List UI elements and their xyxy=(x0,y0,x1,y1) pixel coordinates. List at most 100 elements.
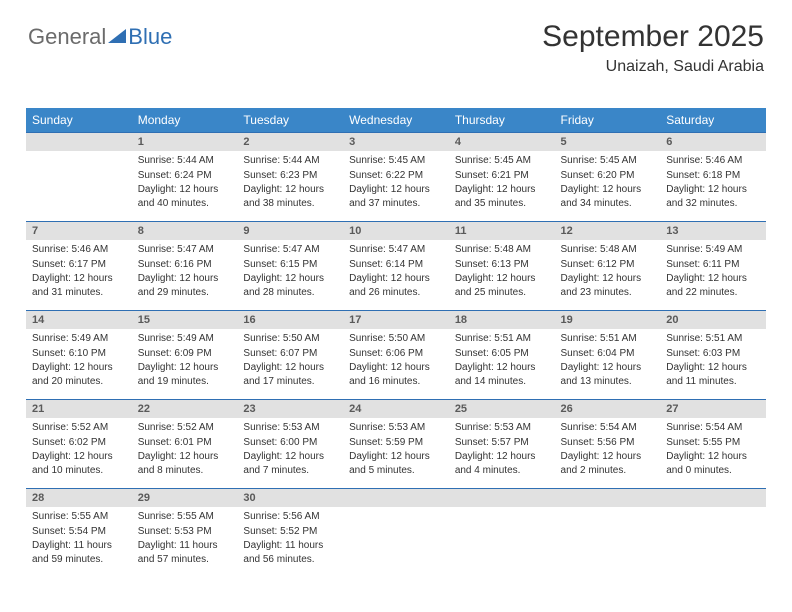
date-cell: 21 xyxy=(26,400,132,419)
sunrise-text: Sunrise: 5:51 AM xyxy=(666,332,760,346)
sunset-text: Sunset: 6:02 PM xyxy=(32,436,126,450)
day-cell: Sunrise: 5:47 AMSunset: 6:16 PMDaylight:… xyxy=(132,240,238,311)
day-cell xyxy=(26,151,132,222)
sunset-text: Sunset: 5:52 PM xyxy=(243,525,337,539)
day-cell: Sunrise: 5:55 AMSunset: 5:54 PMDaylight:… xyxy=(26,507,132,577)
day-cell: Sunrise: 5:47 AMSunset: 6:14 PMDaylight:… xyxy=(343,240,449,311)
sunset-text: Sunset: 6:17 PM xyxy=(32,258,126,272)
sunset-text: Sunset: 6:09 PM xyxy=(138,347,232,361)
date-cell: 24 xyxy=(343,400,449,419)
sunset-text: Sunset: 6:13 PM xyxy=(455,258,549,272)
sunrise-text: Sunrise: 5:56 AM xyxy=(243,510,337,524)
sunset-text: Sunset: 6:20 PM xyxy=(561,169,655,183)
sunrise-text: Sunrise: 5:51 AM xyxy=(455,332,549,346)
date-cell: 16 xyxy=(237,311,343,330)
sunrise-text: Sunrise: 5:45 AM xyxy=(561,154,655,168)
date-cell xyxy=(555,489,661,508)
day-cell: Sunrise: 5:53 AMSunset: 5:59 PMDaylight:… xyxy=(343,418,449,489)
daylight-text: Daylight: 12 hours and 29 minutes. xyxy=(138,272,232,299)
sunset-text: Sunset: 6:04 PM xyxy=(561,347,655,361)
day-cell: Sunrise: 5:45 AMSunset: 6:20 PMDaylight:… xyxy=(555,151,661,222)
sunset-text: Sunset: 6:23 PM xyxy=(243,169,337,183)
sunrise-text: Sunrise: 5:50 AM xyxy=(349,332,443,346)
day-cell: Sunrise: 5:54 AMSunset: 5:56 PMDaylight:… xyxy=(555,418,661,489)
sunrise-text: Sunrise: 5:47 AM xyxy=(243,243,337,257)
daylight-text: Daylight: 12 hours and 13 minutes. xyxy=(561,361,655,388)
sunset-text: Sunset: 5:56 PM xyxy=(561,436,655,450)
date-cell: 8 xyxy=(132,222,238,241)
weekday-header: Monday xyxy=(132,108,238,133)
daylight-text: Daylight: 12 hours and 2 minutes. xyxy=(561,450,655,477)
date-cell xyxy=(449,489,555,508)
day-cell: Sunrise: 5:44 AMSunset: 6:24 PMDaylight:… xyxy=(132,151,238,222)
sunrise-text: Sunrise: 5:55 AM xyxy=(138,510,232,524)
date-cell xyxy=(660,489,766,508)
date-cell: 27 xyxy=(660,400,766,419)
daylight-text: Daylight: 12 hours and 37 minutes. xyxy=(349,183,443,210)
day-cell: Sunrise: 5:45 AMSunset: 6:22 PMDaylight:… xyxy=(343,151,449,222)
day-cell: Sunrise: 5:48 AMSunset: 6:12 PMDaylight:… xyxy=(555,240,661,311)
date-cell: 7 xyxy=(26,222,132,241)
sunset-text: Sunset: 5:57 PM xyxy=(455,436,549,450)
daylight-text: Daylight: 12 hours and 0 minutes. xyxy=(666,450,760,477)
body-row: Sunrise: 5:55 AMSunset: 5:54 PMDaylight:… xyxy=(26,507,766,577)
body-row: Sunrise: 5:49 AMSunset: 6:10 PMDaylight:… xyxy=(26,329,766,400)
date-cell: 1 xyxy=(132,133,238,152)
date-cell: 4 xyxy=(449,133,555,152)
date-cell: 20 xyxy=(660,311,766,330)
date-cell: 10 xyxy=(343,222,449,241)
daylight-text: Daylight: 12 hours and 17 minutes. xyxy=(243,361,337,388)
daylight-text: Daylight: 11 hours and 56 minutes. xyxy=(243,539,337,566)
date-cell: 25 xyxy=(449,400,555,419)
date-cell: 11 xyxy=(449,222,555,241)
day-cell: Sunrise: 5:49 AMSunset: 6:09 PMDaylight:… xyxy=(132,329,238,400)
daylight-text: Daylight: 12 hours and 16 minutes. xyxy=(349,361,443,388)
sunrise-text: Sunrise: 5:55 AM xyxy=(32,510,126,524)
daylight-text: Daylight: 12 hours and 8 minutes. xyxy=(138,450,232,477)
sunset-text: Sunset: 6:03 PM xyxy=(666,347,760,361)
date-cell xyxy=(26,133,132,152)
day-cell: Sunrise: 5:51 AMSunset: 6:04 PMDaylight:… xyxy=(555,329,661,400)
daylight-text: Daylight: 12 hours and 25 minutes. xyxy=(455,272,549,299)
day-cell: Sunrise: 5:49 AMSunset: 6:10 PMDaylight:… xyxy=(26,329,132,400)
day-cell: Sunrise: 5:48 AMSunset: 6:13 PMDaylight:… xyxy=(449,240,555,311)
body-row: Sunrise: 5:52 AMSunset: 6:02 PMDaylight:… xyxy=(26,418,766,489)
weekday-header: Friday xyxy=(555,108,661,133)
date-cell: 5 xyxy=(555,133,661,152)
sunset-text: Sunset: 6:22 PM xyxy=(349,169,443,183)
date-cell: 6 xyxy=(660,133,766,152)
day-cell: Sunrise: 5:46 AMSunset: 6:18 PMDaylight:… xyxy=(660,151,766,222)
sunset-text: Sunset: 6:15 PM xyxy=(243,258,337,272)
sunrise-text: Sunrise: 5:46 AM xyxy=(666,154,760,168)
location: Unaizah, Saudi Arabia xyxy=(542,58,764,76)
sunrise-text: Sunrise: 5:50 AM xyxy=(243,332,337,346)
date-row: 78910111213 xyxy=(26,222,766,241)
daylight-text: Daylight: 12 hours and 28 minutes. xyxy=(243,272,337,299)
daylight-text: Daylight: 12 hours and 14 minutes. xyxy=(455,361,549,388)
daylight-text: Daylight: 12 hours and 23 minutes. xyxy=(561,272,655,299)
date-row: 14151617181920 xyxy=(26,311,766,330)
date-cell xyxy=(343,489,449,508)
sunset-text: Sunset: 6:05 PM xyxy=(455,347,549,361)
date-cell: 26 xyxy=(555,400,661,419)
weekday-header: Sunday xyxy=(26,108,132,133)
day-cell: Sunrise: 5:44 AMSunset: 6:23 PMDaylight:… xyxy=(237,151,343,222)
logo-word2: Blue xyxy=(128,24,172,50)
body-row: Sunrise: 5:46 AMSunset: 6:17 PMDaylight:… xyxy=(26,240,766,311)
day-cell: Sunrise: 5:50 AMSunset: 6:06 PMDaylight:… xyxy=(343,329,449,400)
sunset-text: Sunset: 6:12 PM xyxy=(561,258,655,272)
date-cell: 12 xyxy=(555,222,661,241)
day-cell: Sunrise: 5:47 AMSunset: 6:15 PMDaylight:… xyxy=(237,240,343,311)
sunset-text: Sunset: 6:14 PM xyxy=(349,258,443,272)
daylight-text: Daylight: 12 hours and 11 minutes. xyxy=(666,361,760,388)
logo-word1: General xyxy=(28,24,106,50)
date-cell: 23 xyxy=(237,400,343,419)
daylight-text: Daylight: 12 hours and 7 minutes. xyxy=(243,450,337,477)
day-cell: Sunrise: 5:51 AMSunset: 6:05 PMDaylight:… xyxy=(449,329,555,400)
sunrise-text: Sunrise: 5:53 AM xyxy=(349,421,443,435)
sunset-text: Sunset: 5:59 PM xyxy=(349,436,443,450)
daylight-text: Daylight: 12 hours and 20 minutes. xyxy=(32,361,126,388)
day-cell: Sunrise: 5:53 AMSunset: 5:57 PMDaylight:… xyxy=(449,418,555,489)
day-cell: Sunrise: 5:51 AMSunset: 6:03 PMDaylight:… xyxy=(660,329,766,400)
day-cell: Sunrise: 5:56 AMSunset: 5:52 PMDaylight:… xyxy=(237,507,343,577)
